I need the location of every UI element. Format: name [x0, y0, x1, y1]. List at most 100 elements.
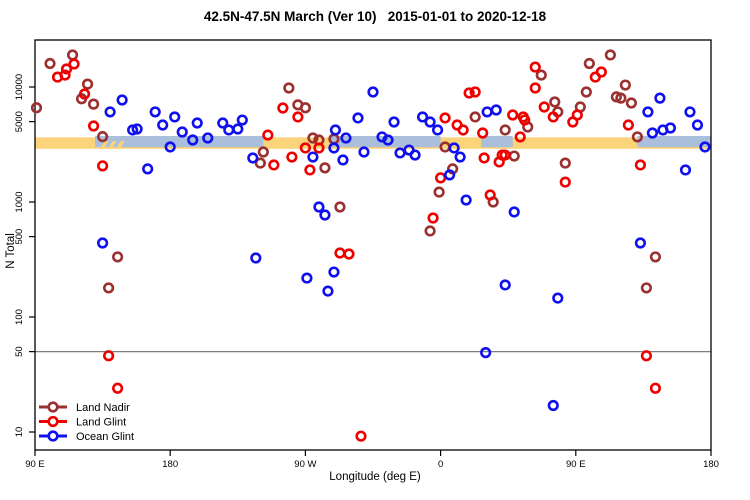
plot-border: [34, 39, 712, 451]
data-point: [538, 101, 550, 113]
x-tick-label: 90 E: [25, 459, 45, 470]
data-point: [615, 92, 627, 104]
data-point: [583, 57, 595, 70]
data-point: [68, 58, 80, 70]
data-point: [103, 350, 115, 362]
legend-marker: [47, 401, 59, 413]
data-point: [358, 146, 370, 158]
data-point: [307, 151, 319, 163]
data-point: [649, 251, 662, 263]
data-point: [87, 98, 100, 110]
data-point: [112, 382, 124, 394]
data-point: [559, 176, 571, 188]
data-point: [634, 159, 646, 171]
data-point: [567, 116, 579, 128]
data-point: [283, 82, 295, 94]
data-point: [262, 129, 274, 141]
data-point: [427, 212, 439, 224]
data-point: [307, 132, 319, 144]
series-ocean-glint: [96, 86, 711, 412]
data-point: [352, 112, 364, 124]
data-point: [640, 350, 653, 362]
data-point: [87, 120, 100, 132]
data-point: [232, 123, 244, 135]
x-axis-label: Longitude (deg E): [329, 471, 421, 483]
data-point: [329, 124, 342, 136]
legend-label: Land Glint: [76, 417, 126, 429]
legend-marker: [47, 430, 59, 442]
y-axis-label: N Total: [5, 233, 17, 269]
data-point: [499, 124, 511, 136]
data-point: [654, 92, 666, 104]
data-point: [444, 169, 456, 181]
data-point: [127, 124, 139, 136]
data-point: [529, 61, 541, 73]
data-point: [292, 111, 304, 123]
data-point: [481, 106, 493, 118]
data-point: [164, 141, 176, 153]
data-point: [250, 252, 262, 264]
data-point: [508, 206, 520, 218]
y-tick-label: 1000: [14, 191, 25, 212]
x-tick-label: 90 E: [566, 459, 586, 470]
y-tick-label: 10000: [14, 74, 25, 100]
chart-title: 42.5N-47.5N March (Ver 10) 2015-01-01 to…: [203, 9, 547, 24]
data-point: [463, 87, 475, 99]
data-point: [535, 69, 547, 81]
data-point: [187, 134, 199, 146]
data-point: [96, 131, 109, 143]
data-point: [416, 111, 429, 123]
data-point: [268, 159, 280, 171]
legend-label: Land Nadir: [76, 402, 130, 414]
data-point: [81, 78, 94, 90]
data-point: [202, 132, 214, 144]
data-point: [508, 150, 520, 162]
y-tick-label: 100: [14, 309, 25, 325]
data-point: [322, 285, 334, 297]
data-point: [439, 112, 451, 124]
data-point: [478, 152, 490, 164]
data-point: [78, 88, 91, 100]
data-point: [191, 117, 203, 129]
x-tick-label: 180: [162, 459, 178, 470]
data-point: [484, 189, 496, 201]
data-point: [176, 126, 188, 138]
data-point: [519, 114, 531, 126]
data-point: [286, 151, 298, 163]
x-tick-label: 90 W: [294, 459, 316, 470]
data-point: [131, 123, 143, 135]
data-point: [679, 164, 692, 176]
data-point: [642, 106, 654, 118]
data-point: [44, 57, 56, 70]
data-point: [514, 131, 526, 143]
data-point: [60, 63, 73, 75]
data-point: [337, 154, 349, 166]
data-point: [59, 69, 71, 81]
data-point: [460, 194, 472, 206]
data-point: [552, 292, 564, 304]
data-point: [622, 119, 634, 131]
y-axis: 10 50 100 500 1000 5000 10000: [14, 74, 35, 437]
data-point: [477, 127, 489, 139]
data-point: [649, 382, 662, 394]
data-point: [631, 131, 643, 143]
data-point: [664, 122, 677, 134]
data-point: [625, 97, 637, 109]
data-point: [217, 117, 229, 129]
y-tick-label: 50: [14, 346, 25, 357]
data-point: [277, 102, 289, 114]
data-point: [257, 146, 269, 158]
data-point: [559, 157, 571, 169]
data-point: [30, 102, 43, 114]
data-point: [480, 347, 492, 359]
data-point: [382, 134, 394, 146]
data-point: [247, 152, 259, 164]
data-point: [433, 186, 445, 198]
data-point: [507, 109, 519, 121]
data-point: [299, 142, 312, 154]
legend-marker: [47, 415, 59, 428]
data-point: [142, 163, 154, 175]
data-point: [549, 96, 561, 108]
